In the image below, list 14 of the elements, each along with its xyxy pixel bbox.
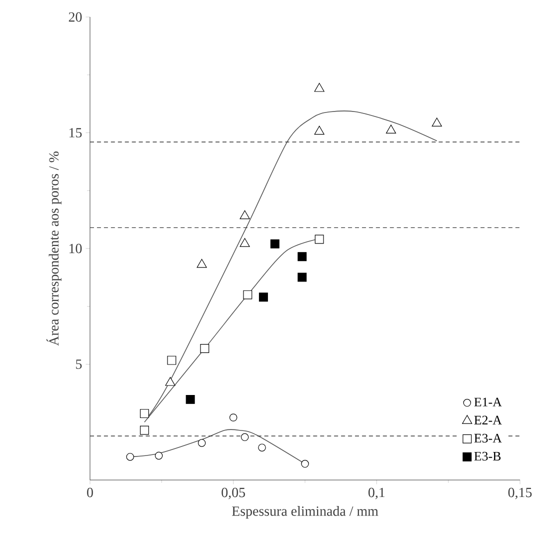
legend-label: E3-A xyxy=(474,434,502,443)
x-tick-label: 0,15 xyxy=(508,488,532,500)
x-tick-label: 0,1 xyxy=(368,488,385,500)
legend-label: E2-A xyxy=(474,416,502,424)
x-axis-title: Espessura eliminada / mm xyxy=(232,506,378,519)
x-tick-label: 0,05 xyxy=(222,488,246,500)
legend-label: E1-A xyxy=(474,398,502,406)
x-tick-label: 0 xyxy=(87,488,93,498)
y-axis-title: Área correspondente aos poros / % xyxy=(46,152,62,346)
legend-label: E3-B xyxy=(474,452,501,461)
y-tick-label: 10 xyxy=(70,244,82,254)
y-tick-label: 15 xyxy=(70,128,82,138)
y-tick-label: 5 xyxy=(76,360,82,369)
y-tick-label: 20 xyxy=(68,12,82,22)
